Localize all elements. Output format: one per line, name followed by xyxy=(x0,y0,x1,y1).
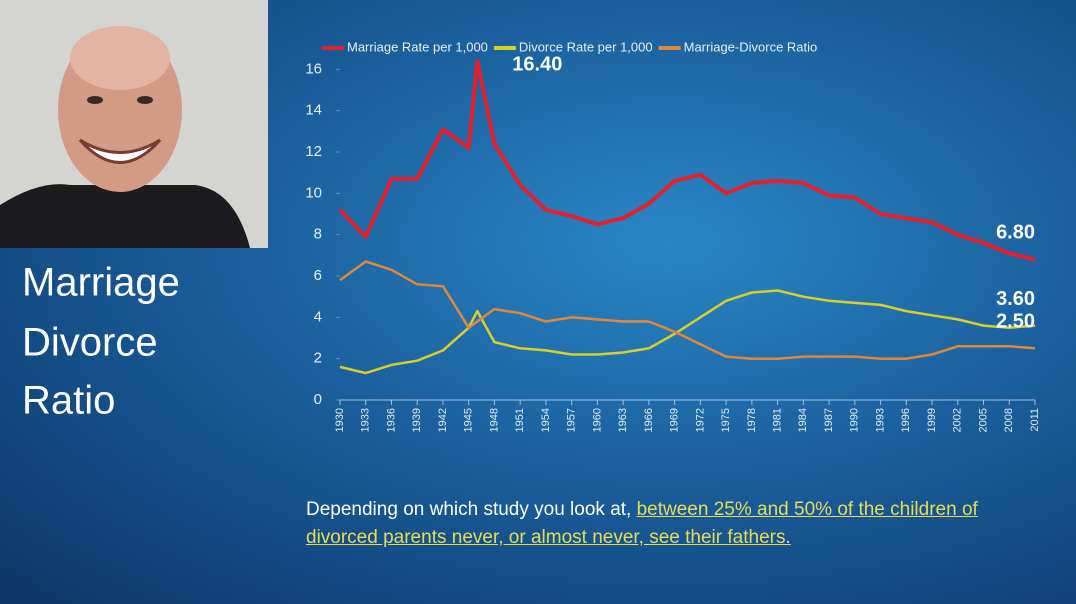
value-label: 6.80 xyxy=(996,222,1035,244)
y-tick-label: 8 xyxy=(314,226,322,243)
y-tick-label: 2 xyxy=(314,350,322,367)
x-tick-label: 2008 xyxy=(1003,408,1015,432)
x-tick-label: 1954 xyxy=(540,408,552,432)
legend-label: Divorce Rate per 1,000 xyxy=(519,39,653,54)
value-label: 16.40 xyxy=(512,53,562,75)
series-line xyxy=(339,260,1036,360)
x-tick-label: 1960 xyxy=(591,408,603,432)
x-tick-label: 1999 xyxy=(926,408,938,432)
slide-title: Ratio xyxy=(22,379,115,423)
x-tick-label: 1987 xyxy=(823,408,835,432)
x-tick-label: 1942 xyxy=(437,408,449,432)
x-tick-label: 1978 xyxy=(746,408,758,432)
y-tick-label: 14 xyxy=(305,102,322,119)
caption-link[interactable]: between 25% and 50% of the children of d… xyxy=(306,499,978,548)
x-tick-label: 1969 xyxy=(669,408,681,432)
series-line xyxy=(338,59,1036,262)
y-tick-label: 16 xyxy=(305,60,322,77)
x-tick-label: 1990 xyxy=(849,408,861,432)
x-tick-label: 2011 xyxy=(1029,408,1041,432)
slide-title: Divorce xyxy=(22,321,158,365)
x-tick-label: 1972 xyxy=(694,408,706,432)
x-tick-label: 1963 xyxy=(617,408,629,432)
x-tick-label: 1957 xyxy=(566,408,578,432)
y-tick-label: 4 xyxy=(314,308,322,325)
x-tick-label: 1945 xyxy=(463,408,475,432)
slide-title: Marriage xyxy=(22,261,180,305)
x-tick-label: 1966 xyxy=(643,408,655,432)
x-tick-label: 1936 xyxy=(385,408,397,432)
caption: Depending on which study you look at, be… xyxy=(306,496,1036,552)
x-tick-label: 1951 xyxy=(514,408,526,432)
x-tick-label: 2005 xyxy=(977,408,989,432)
x-tick-label: 1939 xyxy=(411,408,423,432)
legend-label: Marriage Rate per 1,000 xyxy=(347,39,488,54)
x-tick-label: 1984 xyxy=(797,408,809,432)
y-tick-label: 6 xyxy=(314,267,322,284)
series-line xyxy=(339,289,1036,375)
y-tick-label: 12 xyxy=(305,143,322,160)
y-tick-label: 10 xyxy=(305,184,322,201)
x-tick-label: 1975 xyxy=(720,408,732,432)
x-tick-label: 1930 xyxy=(334,408,346,432)
x-tick-label: 1993 xyxy=(874,408,886,432)
x-tick-label: 2002 xyxy=(952,408,964,432)
value-label: 2.50 xyxy=(996,311,1035,333)
x-tick-label: 1933 xyxy=(360,408,372,432)
x-tick-label: 1948 xyxy=(488,408,500,432)
caption-text: Depending on which study you look at, xyxy=(306,499,637,520)
value-label: 3.60 xyxy=(996,288,1035,310)
x-tick-label: 1996 xyxy=(900,408,912,432)
legend-label: Marriage-Divorce Ratio xyxy=(684,39,818,54)
webcam xyxy=(0,0,268,248)
y-tick-label: 0 xyxy=(314,391,322,408)
x-tick-label: 1981 xyxy=(771,408,783,432)
